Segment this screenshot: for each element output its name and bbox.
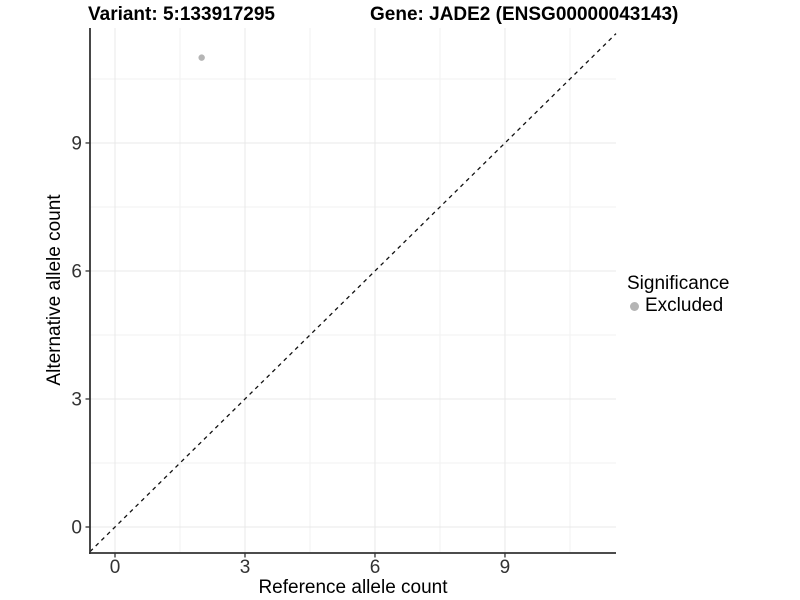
y-tick-label: 3 [71, 389, 82, 410]
legend-entry-label: Excluded [645, 295, 724, 316]
x-tick-label: 0 [110, 557, 121, 578]
y-tick-label: 6 [71, 261, 82, 282]
x-tick-label: 3 [240, 557, 251, 578]
legend-point-icon [630, 301, 639, 311]
chart-layer: 0 3 6 9 0 3 6 9 [71, 28, 617, 578]
legend: Significance Excluded [627, 273, 729, 317]
variant-title: Variant: 5:133917295 [88, 4, 275, 25]
legend-entry-excluded: Excluded [627, 295, 729, 317]
y-axis-label: Alternative allele count [44, 194, 65, 386]
data-point [198, 54, 205, 61]
x-tick-label: 6 [370, 557, 381, 578]
identity-dashed-line [89, 33, 617, 553]
y-tick-label: 9 [71, 133, 82, 154]
legend-title: Significance [627, 273, 730, 294]
x-tick-label: 9 [500, 557, 511, 578]
x-axis-label: Reference allele count [258, 577, 448, 598]
gene-title: Gene: JADE2 (ENSG00000043143) [370, 4, 679, 25]
y-tick-label: 0 [71, 518, 82, 539]
